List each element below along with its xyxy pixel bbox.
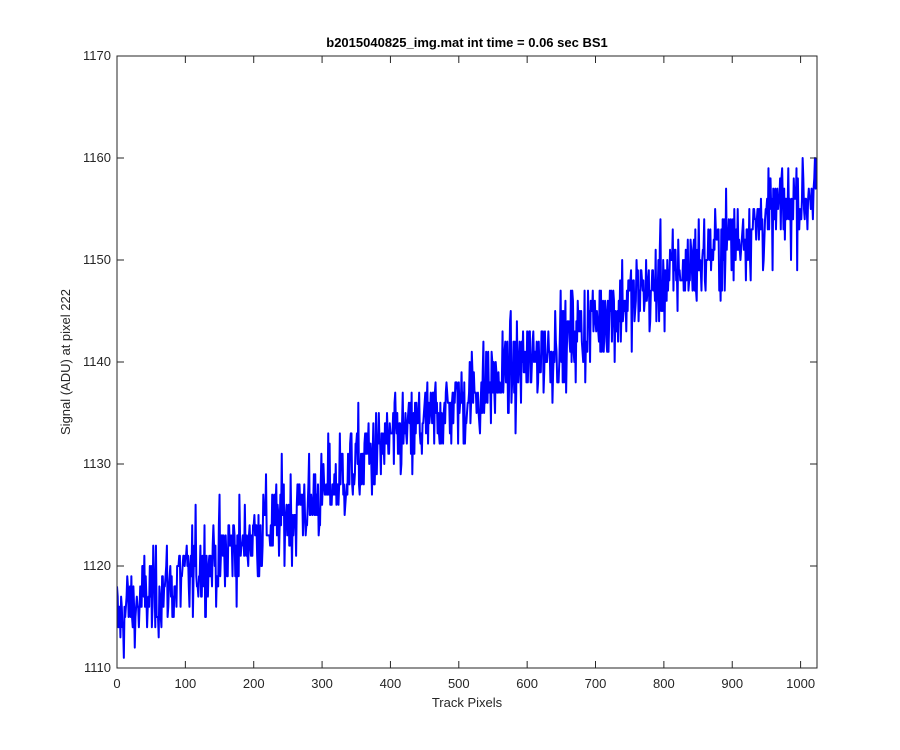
y-axis-label: Signal (ADU) at pixel 222 bbox=[58, 289, 73, 435]
plot-background bbox=[117, 56, 817, 668]
chart-title: b2015040825_img.mat int time = 0.06 sec … bbox=[326, 35, 607, 50]
x-axis-label: Track Pixels bbox=[432, 695, 503, 710]
x-axis: 0 100 200 300 400 500 600 700 800 900 1000 bbox=[113, 56, 815, 691]
y-tick-label: 1160 bbox=[83, 150, 111, 165]
x-tick-label: 1000 bbox=[786, 676, 815, 691]
y-tick-label: 1130 bbox=[83, 456, 111, 471]
x-tick-label: 0 bbox=[113, 676, 120, 691]
x-tick-label: 800 bbox=[653, 676, 675, 691]
x-tick-label: 200 bbox=[243, 676, 265, 691]
y-tick-label: 1110 bbox=[84, 660, 111, 675]
x-tick-label: 300 bbox=[311, 676, 333, 691]
signal-series-line bbox=[117, 157, 817, 659]
x-tick-label: 100 bbox=[175, 676, 197, 691]
y-tick-label: 1140 bbox=[83, 354, 111, 369]
y-tick-label: 1150 bbox=[83, 252, 111, 267]
series-layer bbox=[117, 157, 817, 659]
y-axis: 1110 1120 1130 1140 1150 1160 1170 bbox=[83, 48, 817, 675]
x-tick-label: 600 bbox=[516, 676, 538, 691]
x-tick-label: 400 bbox=[380, 676, 402, 691]
x-tick-label: 500 bbox=[448, 676, 470, 691]
x-tick-label: 700 bbox=[585, 676, 607, 691]
x-tick-label: 900 bbox=[721, 676, 743, 691]
y-tick-label: 1170 bbox=[83, 48, 111, 63]
y-tick-label: 1120 bbox=[83, 558, 111, 573]
